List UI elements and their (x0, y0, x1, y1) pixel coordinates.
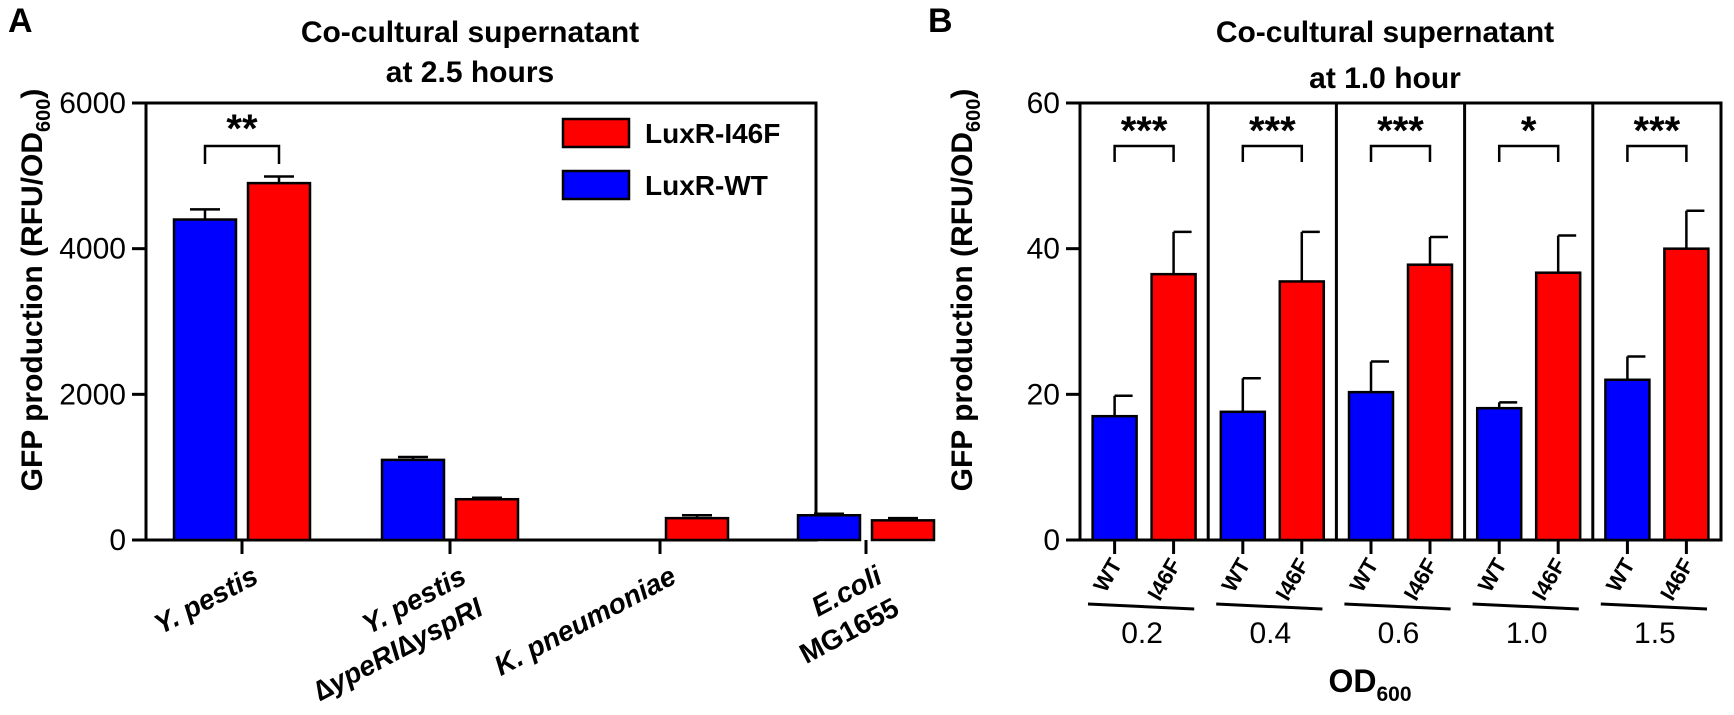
panel-b-ytick-label: 60 (1027, 87, 1060, 120)
panel-a-bar (172, 218, 238, 542)
panel-b-bar (1150, 272, 1197, 542)
panel-b-ylabel-end: ) (946, 89, 979, 99)
panel-a-bar (664, 516, 730, 542)
panel-b-significance-bracket (1113, 144, 1175, 162)
panel-b-bar-label: WT (1216, 554, 1255, 597)
panel-b-group-underline (1472, 602, 1579, 611)
panel-b-xlabel-main: OD (1328, 663, 1376, 699)
panel-a-title-line1: Co-cultural supernatant (301, 16, 639, 49)
panel-b-significance-bracket (1497, 144, 1560, 162)
panel-b-significance-label: *** (1634, 109, 1681, 153)
panel-b-bar-label: WT (1473, 554, 1512, 597)
panel-a-ylabel: GFP production (RFU/OD600) (16, 89, 55, 492)
panel-b-ylabel-main: GFP production (RFU/OD (946, 132, 979, 491)
panel-b-bar-label: WT (1088, 554, 1127, 597)
panel-b-group-label: 0.6 (1378, 617, 1420, 650)
panel-b-ytick-label: 20 (1027, 378, 1060, 411)
panel-b-significance-label: *** (1377, 109, 1424, 153)
panel-a-ytick-label: 2000 (59, 378, 126, 411)
panel-a-axes-frame (144, 101, 818, 542)
panel-a-bar (870, 519, 936, 542)
panel-a-category-line1: K. pneumoniae (489, 560, 681, 682)
panel-a-legend-label: LuxR-WT (645, 170, 768, 201)
panel-a-label: A (8, 2, 33, 40)
panel-b-significance-label: * (1521, 109, 1537, 153)
panel-b-bar (1475, 406, 1523, 542)
panel-b-bar (1604, 378, 1651, 542)
panel-b-group-label: 0.2 (1121, 617, 1163, 650)
panel-a-significance-label: ** (226, 107, 258, 151)
panel-a-ylabel-main: GFP production (RFU/OD (16, 132, 49, 491)
panel-a-significance-bracket (203, 144, 281, 164)
panel-b-ytick-label: 0 (1043, 524, 1060, 557)
panel-b-significance-label: *** (1121, 109, 1168, 153)
panel-a-category-label: K. pneumoniae (489, 560, 681, 682)
panel-b-bar-label: I46F (1142, 554, 1186, 605)
panel-b-group-label: 1.0 (1506, 617, 1548, 650)
panel-b-ytick-label: 40 (1027, 233, 1060, 266)
panel-b-group-underline (1087, 602, 1195, 611)
panel-b-chart: 0 20 40 60 WT I46F 0.2 *** WT I46F 0.4 *** WT I46F 0.6… (1027, 87, 1723, 650)
panel-b-xlabel: OD600 (1328, 663, 1411, 706)
panel-b-group-underline (1344, 602, 1451, 611)
panel-b-group-label: 1.5 (1634, 617, 1676, 650)
panel-b-title-line1: Co-cultural supernatant (1216, 16, 1554, 49)
panel-a-bar (246, 181, 312, 542)
panel-a-chart: 0 2000 4000 6000 Y. pestis Y. pestis∆ypeRI∆ys… (59, 87, 936, 707)
panel-b-significance-bracket (1369, 144, 1432, 162)
panel-b-bar (1663, 247, 1710, 542)
panel-b-label: B (928, 2, 953, 40)
panel-a-bar (380, 458, 446, 542)
panel-a-ytick-label: 4000 (59, 233, 126, 266)
panel-b-bar-label: I46F (1399, 554, 1443, 605)
panel-b-group-label: 0.4 (1249, 617, 1291, 650)
panel-b-bar (1406, 263, 1454, 542)
panel-b-bar (1091, 414, 1138, 542)
panel-b-bar-label: WT (1601, 554, 1640, 597)
panel-a-category-label: E.coliMG1655 (777, 559, 904, 669)
panel-b-group-underline (1600, 602, 1708, 611)
panel-a-category-label: Y. pestis (149, 560, 263, 640)
panel-b-bar-label: I46F (1270, 554, 1314, 605)
panel-b-significance-bracket (1241, 144, 1304, 162)
panel-b-bar-label: WT (1345, 554, 1384, 597)
panel-b-axes-frame (1078, 101, 1723, 542)
panel-a-ylabel-end: ) (16, 89, 49, 99)
panel-a-category-line1: Y. pestis (149, 560, 263, 640)
panel-b-bar (1534, 271, 1582, 542)
panel-b-xlabel-sub: 600 (1376, 683, 1411, 706)
panel-b-bar (1278, 280, 1326, 542)
panel-b-significance-bracket (1626, 144, 1688, 162)
panel-a-ylabel-sub: 600 (33, 99, 55, 132)
panel-a-bar (796, 513, 862, 542)
panel-b-significance-label: *** (1249, 109, 1296, 153)
panel-b-title-line2: at 1.0 hour (1309, 62, 1461, 95)
panel-b-bar (1347, 390, 1395, 542)
panel-b-ylabel-sub: 600 (963, 99, 985, 132)
panel-a-category-label: Y. pestis∆ypeRI∆yspRI (291, 559, 488, 706)
panel-a-legend-label: LuxR-I46F (645, 118, 780, 149)
panel-b-ylabel: GFP production (RFU/OD600) (946, 89, 985, 492)
panel-b-bar-label: I46F (1655, 554, 1699, 605)
panel-a-legend-swatch (561, 169, 631, 201)
panel-b-bar (1219, 410, 1267, 542)
panel-b-bar-label: I46F (1527, 554, 1571, 605)
panel-a-ytick-label: 0 (109, 524, 126, 557)
panel-a-legend-swatch (561, 117, 631, 149)
panel-a-title-line2: at 2.5 hours (386, 56, 554, 89)
panel-b-group-underline (1216, 602, 1323, 611)
panel-a-ytick-label: 6000 (59, 87, 126, 120)
panel-a-bar (454, 497, 520, 542)
